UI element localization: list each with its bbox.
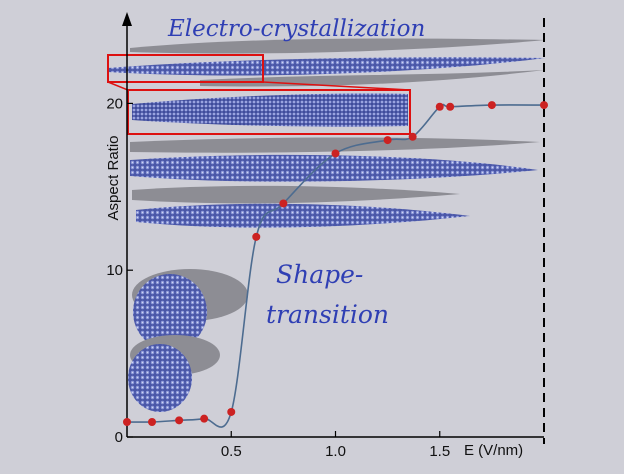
droplet-elongated bbox=[130, 154, 538, 182]
data-point bbox=[279, 199, 288, 208]
droplet-images bbox=[108, 38, 545, 412]
droplet-shadow bbox=[132, 185, 460, 204]
droplet-elongated bbox=[136, 203, 470, 228]
y-axis-title: Aspect Ratio bbox=[105, 135, 122, 220]
y-tick-label: 0 bbox=[115, 429, 123, 446]
data-point bbox=[200, 414, 209, 423]
droplet-shadow bbox=[200, 70, 545, 87]
data-point bbox=[446, 102, 455, 111]
x-tick-label: 1.0 bbox=[325, 443, 346, 460]
data-point bbox=[487, 101, 496, 110]
data-point bbox=[148, 417, 157, 426]
data-point bbox=[331, 149, 340, 158]
y-tick-label: 10 bbox=[106, 262, 123, 279]
zoom-connector bbox=[107, 81, 129, 91]
y-axis-arrow bbox=[122, 12, 132, 26]
annotation-shape-transition-line2: transition bbox=[266, 300, 389, 329]
droplet-shadow bbox=[130, 137, 540, 153]
data-point bbox=[227, 407, 236, 416]
annotation-shape-transition-line1: Shape- bbox=[276, 260, 363, 289]
annotation-electro-crystallization: Electro-crystallization bbox=[167, 16, 425, 42]
zoom-connector bbox=[262, 81, 411, 91]
droplet-round bbox=[128, 344, 192, 412]
highlight-box bbox=[127, 89, 411, 135]
droplet-elongated bbox=[108, 57, 545, 76]
x-tick-label: 0.5 bbox=[221, 443, 242, 460]
data-point bbox=[408, 132, 417, 141]
curve-layer bbox=[123, 101, 548, 428]
data-point bbox=[175, 416, 184, 425]
data-point bbox=[540, 101, 548, 110]
axis-ticks: 0.5 1.0 1.5 0 10 20 bbox=[106, 95, 450, 460]
droplet-shadow bbox=[130, 38, 545, 54]
data-point bbox=[252, 232, 261, 241]
droplet-round bbox=[133, 274, 207, 350]
data-point bbox=[435, 102, 444, 111]
x-tick-label: 1.5 bbox=[429, 443, 450, 460]
droplet-crystal bbox=[132, 93, 408, 127]
data-point bbox=[383, 136, 392, 145]
highlight-box bbox=[107, 54, 264, 83]
x-axis-title: E (V/nm) bbox=[464, 442, 523, 459]
y-tick-label: 20 bbox=[106, 95, 123, 112]
data-point bbox=[123, 417, 131, 426]
